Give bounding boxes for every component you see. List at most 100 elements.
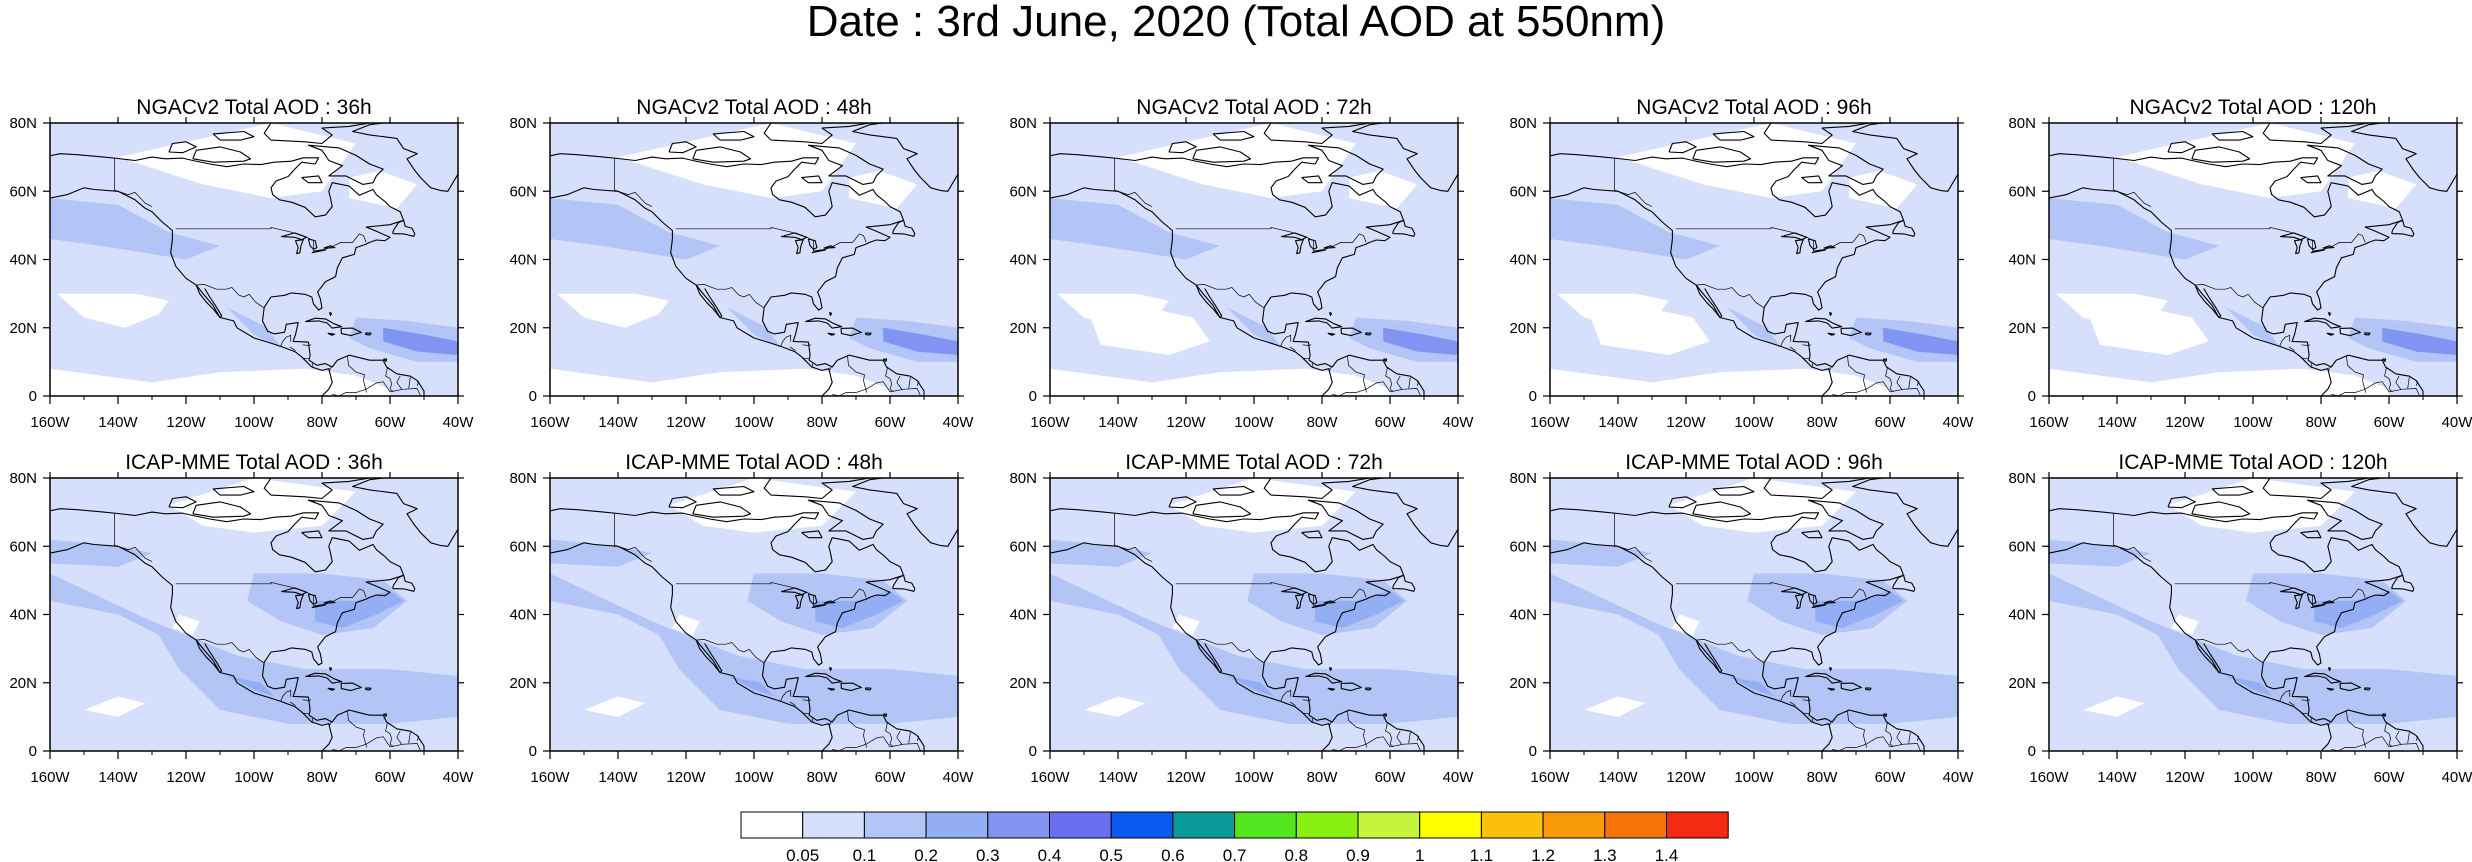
coastline <box>2194 284 2222 319</box>
border-line <box>2288 346 2295 351</box>
coastline <box>1668 496 1697 509</box>
low-aod-patch <box>50 368 390 396</box>
coastline <box>2326 332 2335 336</box>
coastline <box>892 574 916 592</box>
low-aod-patch <box>1584 300 1710 356</box>
coastline <box>761 662 925 751</box>
low-aod-patch <box>1584 696 1646 717</box>
border-line <box>1355 381 1421 396</box>
border-line <box>1802 699 1812 701</box>
coastline <box>2211 130 2254 141</box>
y-tick-label: 40N <box>509 252 537 269</box>
coastline <box>840 682 862 692</box>
colorbar-swatch <box>1666 811 1729 839</box>
coastlines <box>1050 123 1458 396</box>
border-line <box>1385 366 1394 392</box>
coastline <box>1301 175 1323 184</box>
coastline <box>392 574 416 592</box>
coastline <box>883 358 888 363</box>
coastline <box>864 687 872 691</box>
x-tick-label: 140W <box>1098 769 1138 786</box>
x-tick-label: 40W <box>943 414 975 431</box>
coastline <box>1301 530 1323 539</box>
aod-field <box>1050 478 1458 751</box>
border-line <box>289 701 296 706</box>
border-line <box>2384 721 2393 747</box>
coastline <box>1827 332 1836 336</box>
coastlines <box>550 478 958 751</box>
coastline <box>2306 238 2317 250</box>
border-line <box>2113 513 2152 562</box>
colorbar-swatch <box>925 811 989 839</box>
border-line <box>1396 730 1403 745</box>
coastline <box>168 496 197 509</box>
coastline <box>1352 123 1458 192</box>
y-tick-label: 80N <box>1009 115 1037 132</box>
border-line <box>2407 732 2410 744</box>
y-tick-label: 0 <box>29 743 37 760</box>
low-aod-patch <box>2171 614 2199 635</box>
coastline <box>781 587 808 596</box>
moderate-aod-region <box>1050 573 1458 724</box>
border-line <box>614 513 653 562</box>
coastline <box>2262 123 2370 145</box>
border-line <box>1896 730 1903 745</box>
low-aod-patch <box>349 170 418 209</box>
border-line <box>802 699 812 701</box>
coastline <box>294 239 304 255</box>
colorbar-swatch <box>740 811 804 839</box>
x-tick-label: 160W <box>30 769 70 786</box>
coastline <box>1668 141 1697 154</box>
border-line <box>2301 712 2309 715</box>
border-line <box>2346 711 2366 748</box>
coastline <box>1392 219 1416 237</box>
y-tick-label: 20N <box>1509 320 1537 337</box>
x-tick-label: 60W <box>1375 769 1407 786</box>
coastline <box>2300 530 2322 539</box>
political-borders <box>1114 158 1421 396</box>
x-tick-label: 100W <box>1234 414 1274 431</box>
x-tick-label: 120W <box>666 414 706 431</box>
moderate-aod-region <box>1550 573 1958 724</box>
x-tick-label: 120W <box>666 769 706 786</box>
y-tick-label: 80N <box>1009 470 1037 487</box>
x-tick-label: 160W <box>1030 414 1070 431</box>
high-aod-region <box>1383 327 1458 356</box>
coastline <box>1340 682 1362 692</box>
coastline <box>1827 687 1836 691</box>
moderate-aod-region <box>50 198 220 260</box>
coastline <box>1761 307 1925 396</box>
high-aod-region <box>1226 675 1275 697</box>
coastline <box>311 604 326 609</box>
border-line <box>2415 381 2419 386</box>
coastline <box>811 604 826 609</box>
high-aod-region <box>1815 590 1904 629</box>
border-line <box>347 356 367 393</box>
coastline <box>1550 508 1905 666</box>
x-tick-label: 60W <box>1375 414 1407 431</box>
low-aod-patch <box>849 170 918 209</box>
coastline <box>2262 478 2370 500</box>
y-tick-label: 0 <box>2028 743 2036 760</box>
coastlines <box>2049 478 2457 751</box>
border-line <box>1114 513 1153 562</box>
border-line <box>396 375 403 390</box>
border-line <box>789 701 796 706</box>
border-line <box>916 381 920 386</box>
x-tick-label: 80W <box>807 414 839 431</box>
coastline <box>2304 672 2342 684</box>
x-tick-label: 60W <box>375 414 407 431</box>
border-line <box>302 712 310 715</box>
border-line <box>114 513 153 562</box>
x-tick-label: 80W <box>2306 769 2338 786</box>
coastline <box>2300 175 2322 184</box>
x-tick-label: 160W <box>1030 769 1070 786</box>
coastline <box>1695 639 1723 674</box>
coastline <box>2260 307 2424 396</box>
x-tick-label: 100W <box>1734 769 1774 786</box>
y-tick-label: 20N <box>1009 675 1037 692</box>
aod-field <box>550 123 958 396</box>
y-tick-label: 0 <box>29 388 37 405</box>
coastline <box>883 713 888 718</box>
